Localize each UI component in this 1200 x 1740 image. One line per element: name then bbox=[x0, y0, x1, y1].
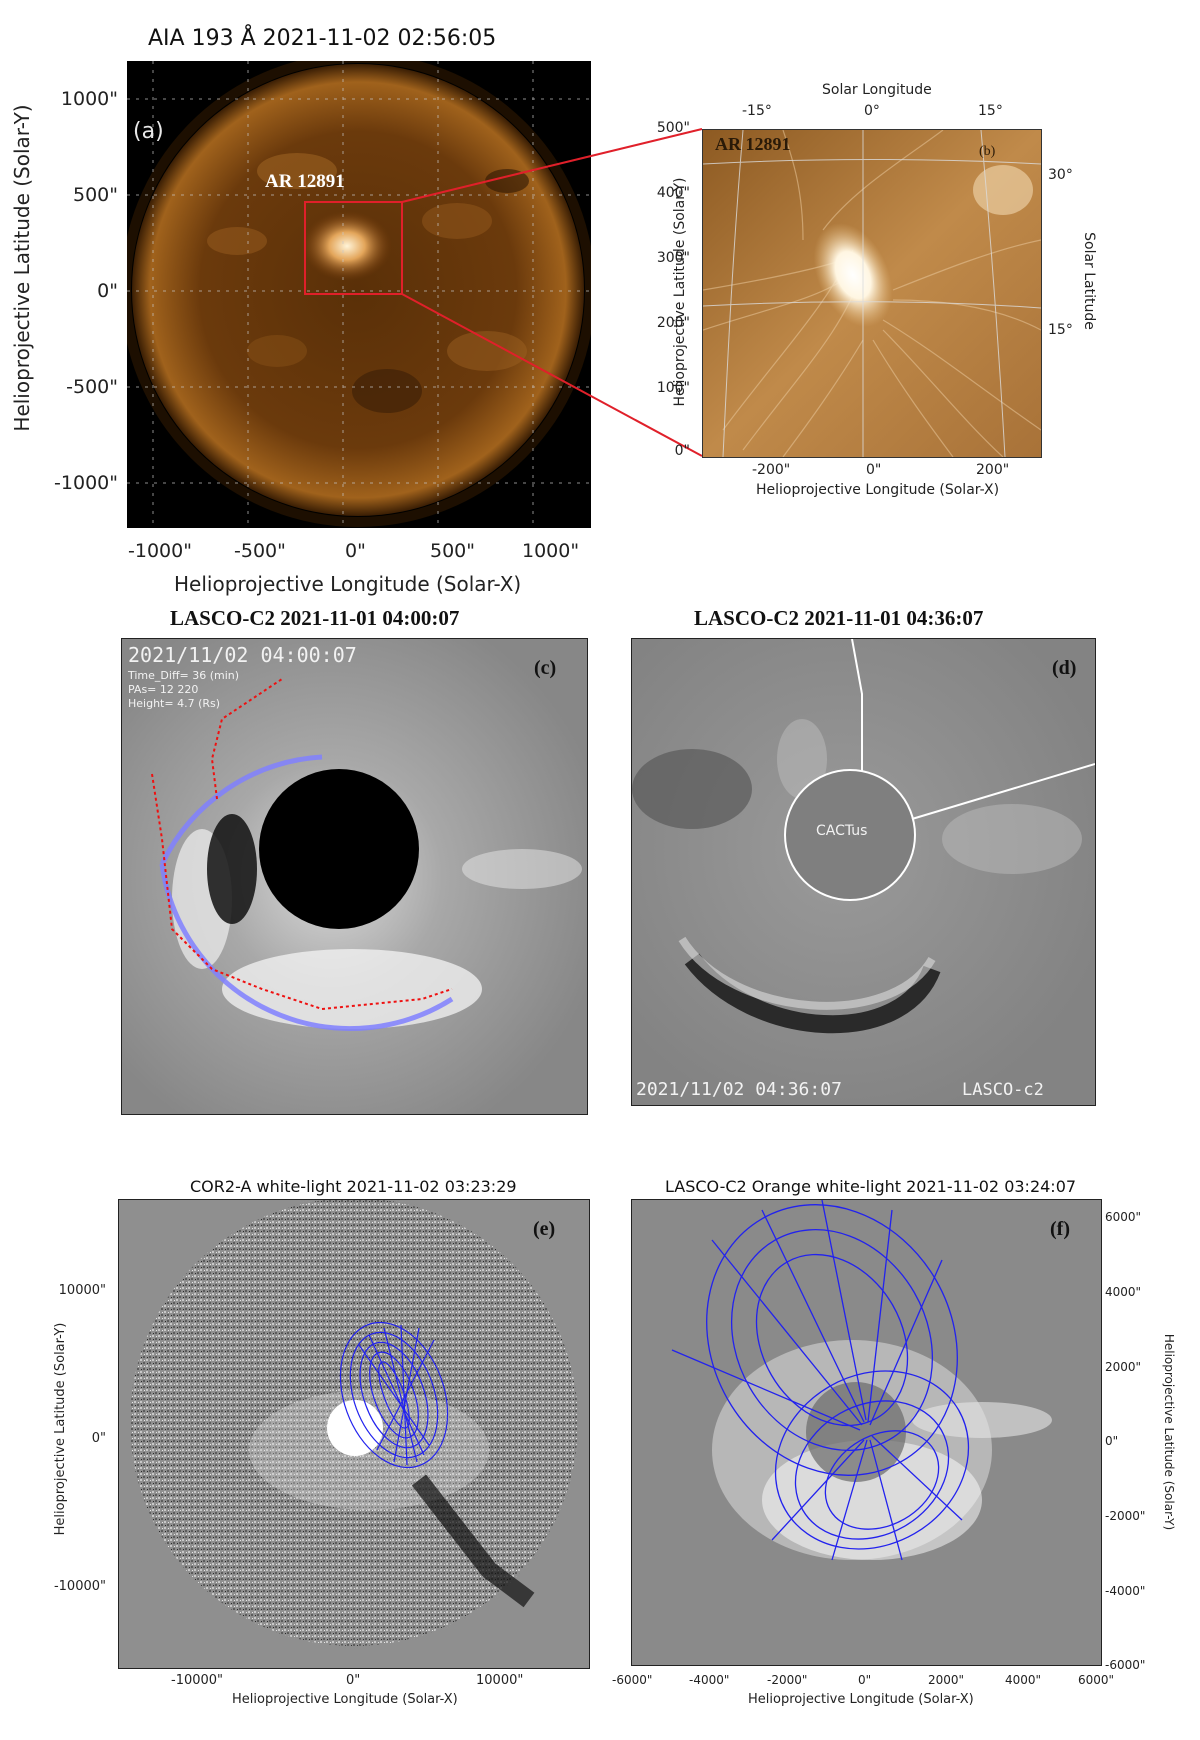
cor2-image: (e) bbox=[118, 1199, 590, 1669]
panel-b-ytick: 300" bbox=[656, 250, 690, 266]
panel-f-ylabel: Helioprojective Latitude (Solar-Y) bbox=[1162, 1333, 1176, 1531]
panel-e-ytick: 0" bbox=[91, 1431, 106, 1446]
panel-b-letter: (b) bbox=[979, 144, 996, 159]
panel-b-xtick: 200" bbox=[976, 462, 1010, 478]
aia-zoom-image: AR 12891 (b) bbox=[702, 129, 1042, 458]
panel-d-timestamp: 2021/11/02 04:36:07 bbox=[636, 1079, 842, 1100]
active-region-core bbox=[813, 223, 893, 327]
panel-c-timestamp: 2021/11/02 04:00:07 bbox=[128, 643, 357, 667]
panel-a-letter: (a) bbox=[133, 119, 164, 144]
panel-b-ylabel: Helioprojective Latitude (Solar-Y) bbox=[672, 177, 688, 407]
cor2-svg bbox=[130, 1200, 578, 1646]
panel-e-xtick: 0" bbox=[346, 1673, 361, 1688]
panel-b-top-axis-label: Solar Longitude bbox=[822, 82, 932, 98]
lasco-c2-image-c: 2021/11/02 04:00:07 Time_Diff= 36 (min) … bbox=[121, 638, 588, 1115]
panel-a-xlabel: Helioprojective Longitude (Solar-X) bbox=[174, 572, 522, 596]
lasco-c-svg bbox=[122, 639, 587, 1114]
panel-f-xtick: 6000" bbox=[1078, 1673, 1115, 1687]
panel-b-top-tick: 15° bbox=[978, 103, 1003, 119]
panel-b-top-tick: -15° bbox=[742, 103, 772, 119]
panel-d-title: LASCO-C2 2021-11-01 04:36:07 bbox=[694, 606, 984, 630]
panel-f-xtick: -2000" bbox=[767, 1673, 808, 1687]
panel-f-ytick: -2000" bbox=[1105, 1509, 1146, 1523]
panel-f-ytick: -4000" bbox=[1105, 1584, 1146, 1598]
lasco-orange-image: (f) bbox=[631, 1199, 1102, 1666]
panel-c-title: LASCO-C2 2021-11-01 04:00:07 bbox=[170, 606, 460, 630]
panel-b-top-tick: 0° bbox=[864, 103, 880, 119]
panel-a-xtick: -500" bbox=[234, 540, 286, 562]
cactus-circle bbox=[784, 769, 916, 901]
cor2-occulter bbox=[327, 1400, 383, 1456]
panel-f-letter: (f) bbox=[1050, 1218, 1070, 1240]
panel-e-xtick: -10000" bbox=[171, 1673, 224, 1688]
zoom-box bbox=[304, 201, 403, 295]
panel-b-right-tick: 15° bbox=[1048, 322, 1073, 338]
fit-mesh-f bbox=[671, 1200, 970, 1561]
panel-e-ytick: 10000" bbox=[58, 1283, 106, 1298]
panel-a-xtick: -1000" bbox=[128, 540, 192, 562]
sun-disk bbox=[132, 64, 584, 516]
panel-b-ytick: 0" bbox=[674, 443, 690, 459]
panel-a-xtick: 500" bbox=[430, 540, 476, 562]
panel-f-ytick: 0" bbox=[1105, 1434, 1119, 1448]
panel-c-info-line: Height= 4.7 (Rs) bbox=[128, 697, 221, 710]
panel-b-ytick: 400" bbox=[656, 185, 690, 201]
panel-b-ytick: 200" bbox=[656, 315, 690, 331]
lasco-c2-image-d: CACTus (d) 2021/11/02 04:36:07 LASCO-c2 bbox=[631, 638, 1096, 1106]
panel-a-ytick: 0" bbox=[97, 280, 118, 302]
panel-f-xtick: 4000" bbox=[1005, 1673, 1042, 1687]
aia-sun-svg bbox=[127, 61, 591, 528]
panel-c-info-line: PAs= 12 220 bbox=[128, 683, 199, 696]
zoom-connector bbox=[401, 128, 703, 457]
panel-e-xtick: 10000" bbox=[476, 1673, 524, 1688]
panel-d-letter: (d) bbox=[1052, 657, 1077, 679]
panel-e-letter: (e) bbox=[533, 1218, 556, 1240]
panel-b-xtick: -200" bbox=[752, 462, 791, 478]
panel-a-ytick: 500" bbox=[72, 184, 118, 206]
panel-e-ytick: -10000" bbox=[53, 1579, 106, 1594]
aia-image: (a) AR 12891 bbox=[127, 61, 591, 528]
panel-b-right-tick: 30° bbox=[1048, 167, 1073, 183]
panel-b-ytick: 100" bbox=[656, 380, 690, 396]
panel-f-title: LASCO-C2 Orange white-light 2021-11-02 0… bbox=[665, 1177, 1077, 1196]
panel-d-instrument: LASCO-c2 bbox=[962, 1080, 1044, 1100]
panel-c-info-line: Time_Diff= 36 (min) bbox=[128, 669, 240, 682]
panel-e-title: COR2-A white-light 2021-11-02 03:23:29 bbox=[190, 1177, 517, 1196]
panel-b-xtick: 0" bbox=[866, 462, 882, 478]
panel-f-ytick: 6000" bbox=[1105, 1210, 1142, 1224]
panel-c-letter: (c) bbox=[534, 657, 557, 679]
fit-mesh bbox=[339, 1321, 449, 1469]
panel-f-ytick: 2000" bbox=[1105, 1360, 1142, 1374]
panel-e-ylabel: Helioprojective Latitude (Solar-Y) bbox=[53, 1322, 68, 1536]
panel-f-ytick: -6000" bbox=[1105, 1658, 1146, 1672]
panel-e-xlabel: Helioprojective Longitude (Solar-X) bbox=[232, 1692, 458, 1707]
aia-zoom-svg bbox=[703, 130, 1041, 457]
lasco-f-svg bbox=[632, 1200, 1101, 1665]
panel-f-xlabel: Helioprojective Longitude (Solar-X) bbox=[748, 1692, 974, 1707]
panel-a-region-label: AR 12891 bbox=[265, 171, 345, 192]
active-region-glow bbox=[302, 211, 392, 281]
panel-a-xtick: 1000" bbox=[522, 540, 580, 562]
panel-b-region-label: AR 12891 bbox=[715, 134, 791, 154]
lasco-d-svg bbox=[632, 639, 1095, 1105]
panel-a-ytick: -500" bbox=[66, 376, 118, 398]
panel-b-xlabel: Helioprojective Longitude (Solar-X) bbox=[756, 482, 1000, 498]
occulter-disk bbox=[259, 769, 419, 929]
panel-b-right-axis-label: Solar Latitude bbox=[1081, 232, 1097, 330]
panel-f-xtick: -6000" bbox=[612, 1673, 653, 1687]
panel-a-ytick: 1000" bbox=[60, 88, 118, 110]
panel-a-ytick: -1000" bbox=[54, 472, 118, 494]
panel-b-ytick: 500" bbox=[656, 120, 690, 136]
panel-f-xtick: 0" bbox=[858, 1673, 872, 1687]
panel-d-center-label: CACTus bbox=[816, 823, 868, 839]
panel-a-xtick: 0" bbox=[345, 540, 366, 562]
panel-a-title: AIA 193 Å 2021-11-02 02:56:05 bbox=[148, 26, 497, 51]
panel-f-xtick: 2000" bbox=[928, 1673, 965, 1687]
panel-f-xtick: -4000" bbox=[689, 1673, 730, 1687]
panel-f-ytick: 4000" bbox=[1105, 1285, 1142, 1299]
